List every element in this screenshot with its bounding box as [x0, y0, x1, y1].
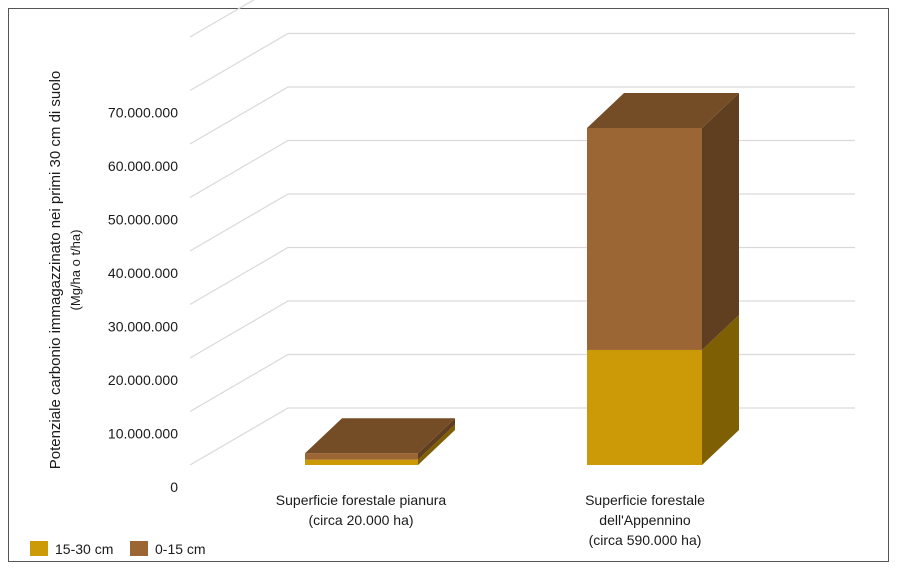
- legend-swatch: [30, 541, 48, 556]
- bar-segment-front: [305, 453, 418, 460]
- grid-line: [189, 300, 855, 359]
- x-category-label: (circa 20.000 ha): [308, 512, 413, 528]
- y-tick-label: 10.000.000: [108, 426, 178, 442]
- bar-segment-front: [587, 349, 702, 465]
- x-axis-categories: Superficie forestale pianura (circa 20.00…: [276, 492, 705, 548]
- bar-segment-side: [702, 314, 739, 465]
- grid-line: [189, 353, 855, 413]
- y-tick-label: 0: [170, 479, 178, 495]
- y-tick-label: 70.000.000: [108, 105, 178, 121]
- y-tick-label: 20.000.000: [108, 372, 178, 388]
- bars: [305, 92, 739, 465]
- grid-line: [189, 193, 855, 252]
- bar-segment-top: [587, 92, 739, 128]
- grid-line: [189, 32, 855, 92]
- bar-segment-front: [305, 459, 418, 465]
- x-category-label: dell'Appennino: [599, 512, 691, 528]
- y-tick-label: 60.000.000: [108, 158, 178, 174]
- y-axis-title: Potenziale carbonio immagazzinato nei pr…: [47, 71, 64, 470]
- y-tick-label: 50.000.000: [108, 212, 178, 228]
- bar-segment-side: [418, 418, 455, 460]
- grid-line: [189, 246, 855, 306]
- bar-segment-top: [305, 418, 455, 454]
- grid-line: [189, 139, 855, 199]
- y-tick-label: 30.000.000: [108, 319, 178, 335]
- legend-swatch: [130, 541, 148, 556]
- bar-segment-front: [587, 127, 702, 350]
- bar-segment-side: [418, 424, 455, 465]
- y-tick-label: 40.000.000: [108, 265, 178, 281]
- grid-lines: [189, 0, 855, 466]
- grid-line: [189, 407, 855, 466]
- y-axis-ticks: 0 10.000.000 20.000.000 30.000.000 40.000.00…: [108, 105, 178, 496]
- legend-label: 15-30 cm: [55, 541, 113, 557]
- grid-line: [189, 0, 255, 38]
- x-category-label: Superficie forestale: [585, 492, 705, 508]
- x-category-label: (circa 590.000 ha): [589, 532, 702, 548]
- bar-segment-side: [702, 92, 739, 350]
- legend-label: 0-15 cm: [155, 541, 206, 557]
- y-axis-subtitle: (Mg/ha o t/ha): [68, 230, 83, 311]
- legend: 15-30 cm 0-15 cm: [30, 541, 206, 557]
- chart-frame: [8, 8, 889, 562]
- x-category-label: Superficie forestale pianura: [276, 492, 447, 508]
- grid-line: [189, 86, 855, 145]
